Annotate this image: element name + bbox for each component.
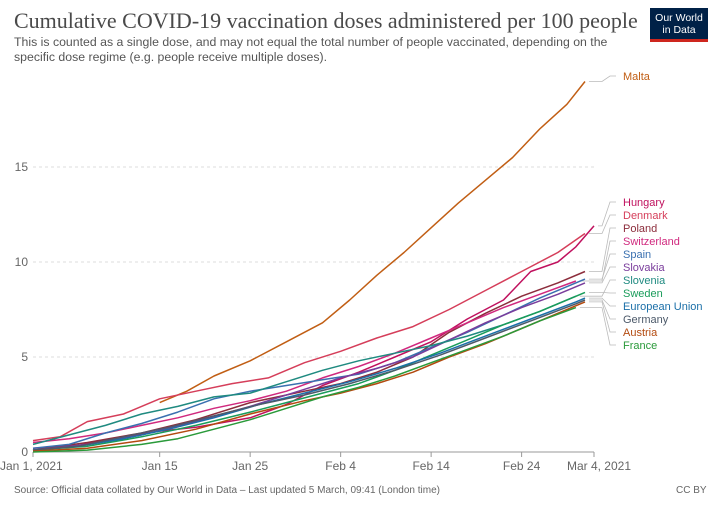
- x-tick-label-3: Feb 4: [325, 459, 356, 473]
- series-line-denmark: [32, 232, 586, 442]
- x-tick-label-5: Feb 24: [503, 459, 541, 473]
- series-label-hungary: Hungary: [623, 197, 665, 209]
- y-tick-label-5: 5: [21, 350, 28, 364]
- source-note: Source: Official data collated by Our Wo…: [14, 485, 440, 496]
- connector-spain: [588, 253, 616, 280]
- license-link[interactable]: CC BY: [676, 485, 707, 496]
- connector-poland: [588, 227, 616, 272]
- series-label-denmark: Denmark: [623, 210, 668, 222]
- connector-sweden: [588, 291, 616, 294]
- y-tick-label-10: 10: [15, 255, 29, 269]
- series-label-france: France: [623, 340, 657, 352]
- series-line-austria: [32, 301, 586, 452]
- connector-slovenia: [579, 279, 616, 297]
- series-line-switzerland: [32, 280, 577, 444]
- connector-germany: [588, 299, 616, 320]
- x-tick-label-0: Jan 1, 2021: [0, 459, 63, 473]
- series-label-slovakia: Slovakia: [623, 262, 665, 274]
- series-label-spain: Spain: [623, 249, 651, 261]
- series-line-malta: [159, 81, 586, 404]
- chart-subtitle: This is counted as a single dose, and ma…: [14, 35, 608, 64]
- series-line-germany: [32, 299, 586, 451]
- series-line-european-union: [32, 297, 586, 451]
- connector-european-union: [588, 297, 616, 307]
- connector-denmark: [588, 214, 616, 234]
- chart-title: Cumulative COVID-19 vaccination doses ad…: [14, 8, 638, 33]
- y-tick-label-15: 15: [15, 160, 29, 174]
- series-line-france: [32, 306, 577, 453]
- series-label-austria: Austria: [623, 327, 658, 339]
- owid-logo[interactable]: Our World in Data: [650, 8, 708, 42]
- series-label-poland: Poland: [623, 223, 657, 235]
- series-label-sweden: Sweden: [623, 288, 663, 300]
- y-tick-label-0: 0: [21, 445, 28, 459]
- x-tick-label-1: Jan 15: [142, 459, 178, 473]
- logo-line-1: Our World: [655, 12, 703, 24]
- series-label-malta: Malta: [623, 71, 651, 83]
- series-label-slovenia: Slovenia: [623, 275, 666, 287]
- series-line-sweden: [32, 291, 586, 451]
- x-tick-label-2: Jan 25: [232, 459, 268, 473]
- connector-malta: [588, 75, 616, 82]
- x-tick-label-6: Mar 4, 2021: [567, 459, 631, 473]
- series-label-switzerland: Switzerland: [623, 236, 680, 248]
- connector-switzerland: [579, 240, 616, 282]
- series-line-slovenia: [32, 295, 577, 446]
- series-label-germany: Germany: [623, 314, 669, 326]
- logo-line-2: in Data: [662, 24, 696, 36]
- connector-austria: [588, 301, 616, 333]
- x-tick-label-4: Feb 14: [412, 459, 450, 473]
- series-line-spain: [32, 278, 586, 449]
- connector-hungary: [598, 201, 616, 227]
- connector-france: [579, 307, 616, 346]
- series-label-european-union: European Union: [623, 301, 703, 313]
- connector-slovakia: [588, 266, 616, 284]
